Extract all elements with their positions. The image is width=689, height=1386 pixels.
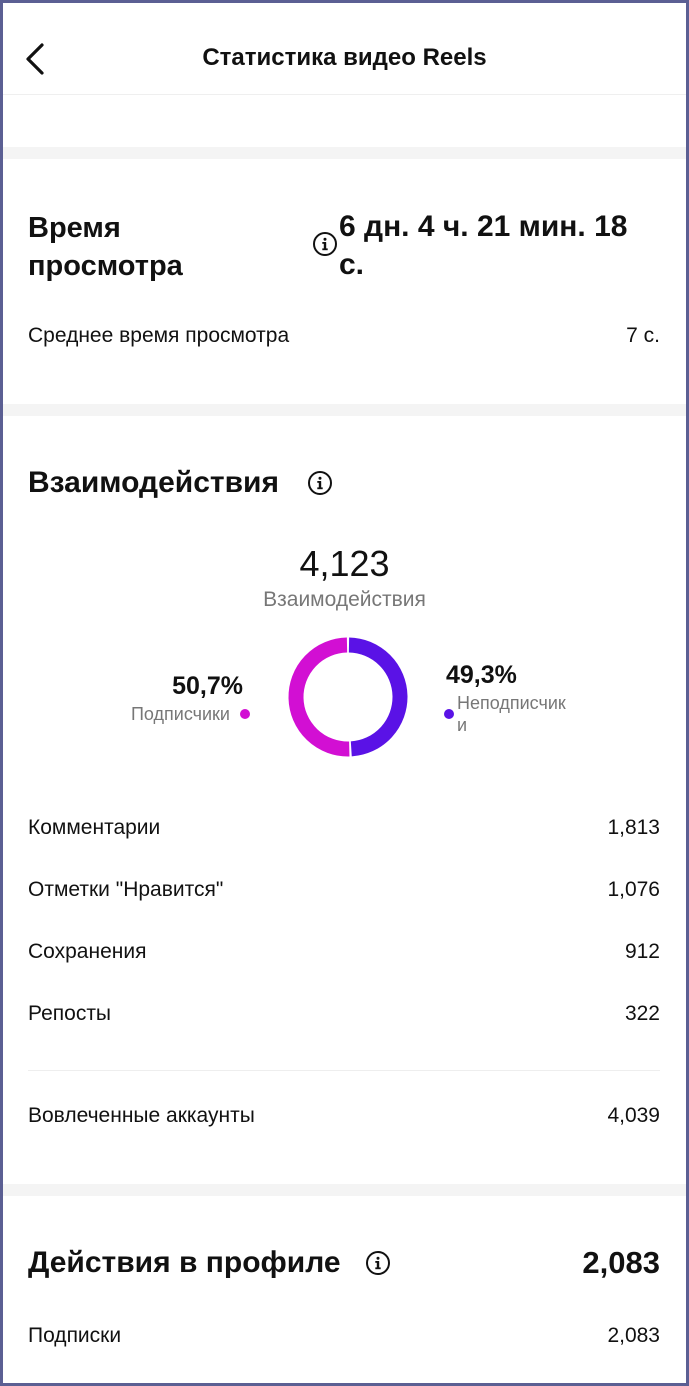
- interactions-donut-chart: [288, 637, 408, 757]
- section-divider: [3, 147, 686, 159]
- watch-time-value: 6 дн. 4 ч. 21 мин. 18 с.: [339, 208, 627, 284]
- avg-watch-time-value: 7 с.: [626, 324, 660, 347]
- info-icon[interactable]: [312, 231, 338, 257]
- interactions-total-label: Взаимодействия: [263, 588, 426, 611]
- accounts-engaged-label: Вовлеченные аккаунты: [28, 1104, 255, 1127]
- followers-label: Подписчики: [130, 704, 230, 724]
- follows-value: 2,083: [607, 1324, 660, 1347]
- back-button[interactable]: [19, 37, 51, 81]
- watch-time-title: Время просмотра: [28, 209, 183, 285]
- watch-time-title-line1: Время: [28, 212, 121, 244]
- saves-label: Сохранения: [28, 940, 147, 963]
- followers-legend-dot: [240, 709, 250, 719]
- comments-label: Комментарии: [28, 816, 161, 839]
- row-divider: [28, 1070, 660, 1071]
- followers-percent: 50,7%: [172, 672, 243, 700]
- chevron-left-icon: [26, 43, 44, 75]
- nonfollowers-legend-dot: [444, 709, 454, 719]
- nonfollowers-label-line2: и: [457, 715, 468, 735]
- watch-time-value-line2: с.: [339, 248, 365, 281]
- interactions-total: 4,123: [299, 543, 390, 584]
- info-icon[interactable]: [307, 470, 333, 496]
- shares-label: Репосты: [28, 1002, 112, 1025]
- avg-watch-time-label: Среднее время просмотра: [28, 324, 290, 347]
- watch-time-value-line1: 6 дн. 4 ч. 21 мин. 18: [339, 210, 628, 243]
- nonfollowers-label: Неподписчик и: [457, 692, 566, 736]
- follows-label: Подписки: [28, 1324, 122, 1347]
- info-icon[interactable]: [365, 1250, 391, 1276]
- likes-value: 1,076: [607, 878, 660, 901]
- comments-value: 1,813: [607, 816, 660, 839]
- shares-value: 322: [624, 1002, 660, 1025]
- interactions-title: Взаимодействия: [28, 466, 279, 499]
- donut-slice-nonfollowers: [348, 637, 408, 757]
- accounts-engaged-value: 4,039: [607, 1104, 660, 1127]
- nonfollowers-percent: 49,3%: [446, 661, 517, 689]
- page-title: Статистика видео Reels: [202, 44, 487, 71]
- top-bar: Статистика видео Reels: [3, 3, 686, 95]
- saves-value: 912: [624, 940, 660, 963]
- nonfollowers-label-line1: Неподписчик: [457, 693, 566, 713]
- section-divider: [3, 1184, 686, 1196]
- profile-activity-total: 2,083: [582, 1245, 660, 1280]
- section-divider: [3, 404, 686, 416]
- watch-time-title-line2: просмотра: [28, 250, 183, 282]
- profile-activity-title: Действия в профиле: [28, 1246, 341, 1279]
- likes-label: Отметки "Нравится": [28, 878, 224, 901]
- donut-slice-followers: [288, 637, 350, 757]
